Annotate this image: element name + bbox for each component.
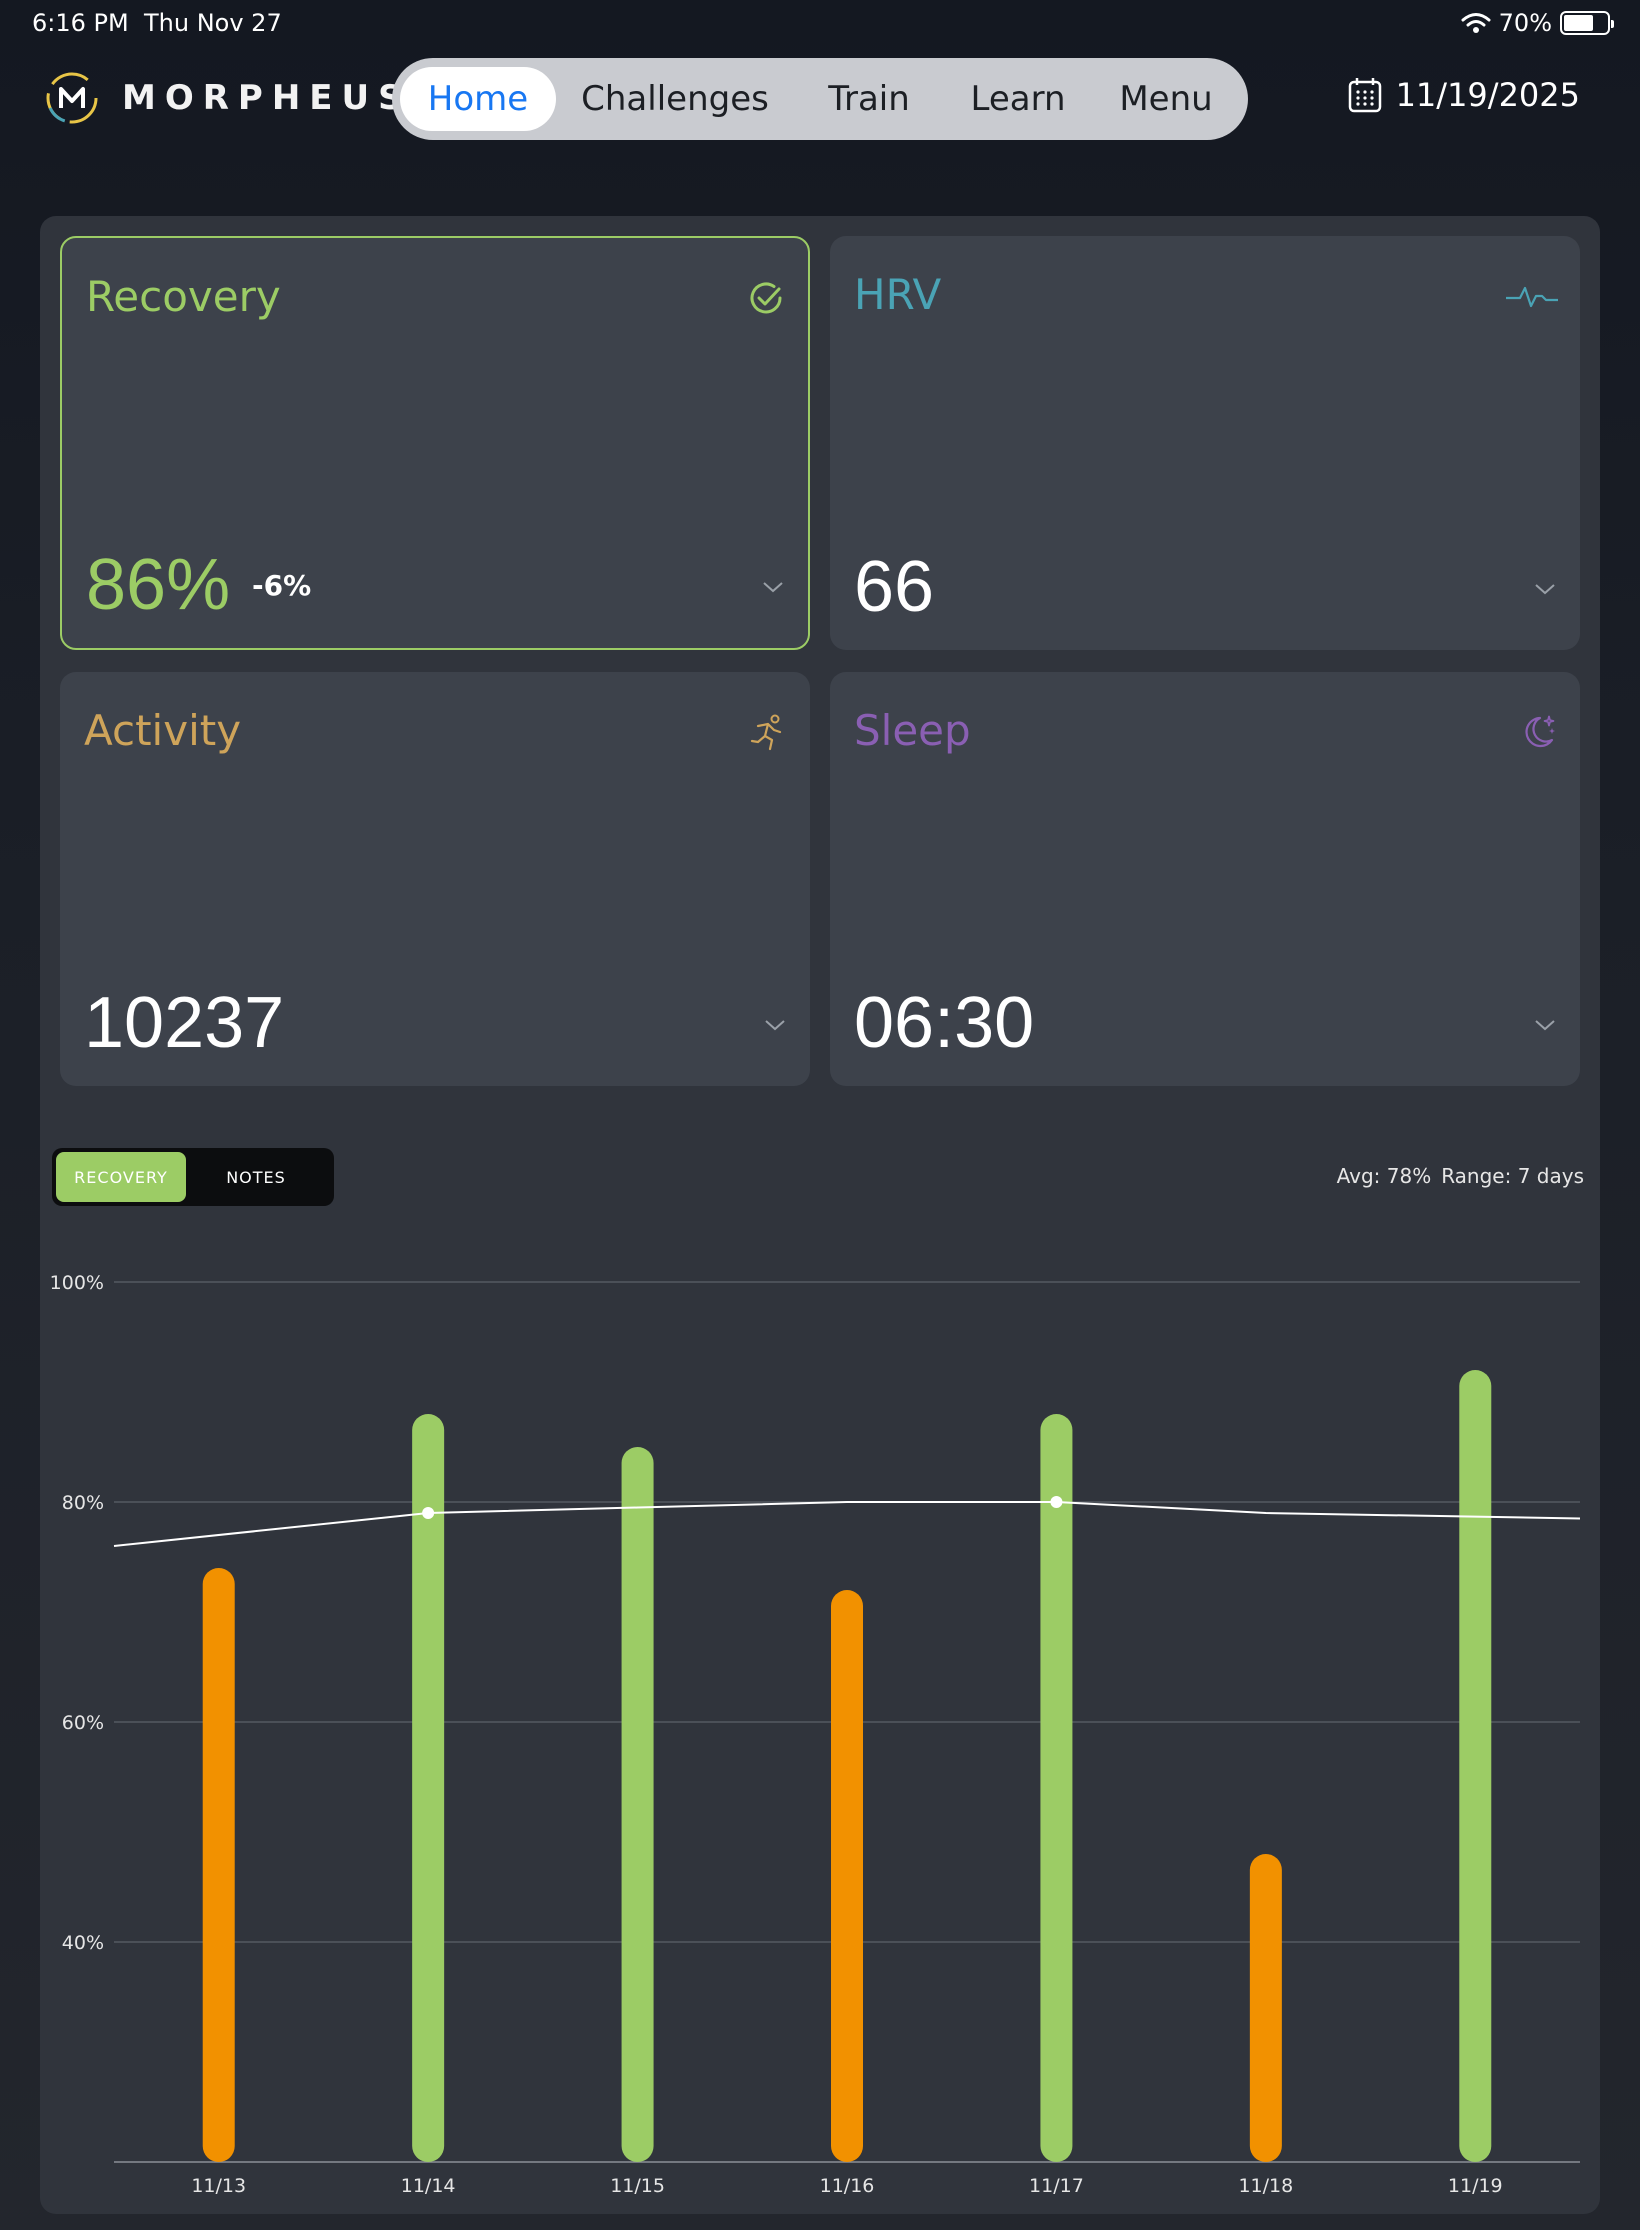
trend-point xyxy=(1050,1496,1063,1508)
moon-stars-icon xyxy=(1525,715,1555,748)
wifi-icon xyxy=(1461,13,1491,33)
x-tick-label: 11/19 xyxy=(1448,2175,1503,2197)
tab-train[interactable]: Train xyxy=(828,79,910,119)
hrv-title: HRV xyxy=(854,270,942,319)
sleep-card[interactable]: Sleep 06:30 xyxy=(830,672,1580,1086)
y-tick-label: 100% xyxy=(50,1272,104,1294)
sleep-value: 06:30 xyxy=(854,983,1035,1063)
bar-11-13 xyxy=(202,1568,235,2162)
chevron-down-icon[interactable] xyxy=(764,1018,786,1032)
recovery-chart: 100% 80% 60% 40% 11/13 11/14 11/15 11/16 11/17 11… xyxy=(50,1272,1581,2197)
chart-average: Avg: 78% xyxy=(1336,1164,1432,1188)
hrv-card[interactable]: HRV 66 xyxy=(830,236,1580,650)
y-tick-label: 40% xyxy=(62,1932,104,1954)
tab-home[interactable]: Home xyxy=(400,67,556,131)
chevron-down-icon[interactable] xyxy=(1534,1018,1556,1032)
dashboard-panel: Recovery 86% -6% HRV 66 Activity 10237 S… xyxy=(40,216,1600,2214)
trend-line xyxy=(113,1501,1581,1547)
status-indicators: 70% xyxy=(1461,9,1614,37)
y-tick-label: 60% xyxy=(62,1712,104,1734)
main-nav: Home Challenges Train Learn Menu xyxy=(392,58,1248,140)
chart-view-toggle: RECOVERY NOTES xyxy=(52,1148,334,1206)
bar-11-15 xyxy=(621,1447,654,2162)
trend-point xyxy=(422,1507,435,1519)
x-tick-label: 11/17 xyxy=(1029,2175,1084,2197)
sleep-title: Sleep xyxy=(854,706,971,755)
notes-tab[interactable]: NOTES xyxy=(226,1167,286,1187)
recovery-value: 86% xyxy=(86,545,231,625)
hrv-value: 66 xyxy=(854,547,935,627)
bar-11-16 xyxy=(831,1590,863,2162)
recovery-delta: -6% xyxy=(252,569,312,602)
morpheus-logo-icon xyxy=(46,72,98,124)
tab-challenges[interactable]: Challenges xyxy=(581,79,769,119)
heartbeat-icon xyxy=(1506,286,1558,308)
bar-11-14 xyxy=(412,1414,445,2162)
bar-11-17 xyxy=(1040,1414,1073,2162)
tab-menu[interactable]: Menu xyxy=(1119,79,1213,119)
chevron-down-icon[interactable] xyxy=(1534,582,1556,596)
x-tick-label: 11/14 xyxy=(401,2175,456,2197)
selected-date: 11/19/2025 xyxy=(1395,76,1580,114)
recovery-title: Recovery xyxy=(86,272,281,321)
status-time: 6:16 PM xyxy=(32,9,129,37)
check-circle-icon xyxy=(750,282,782,314)
date-picker[interactable]: 11/19/2025 xyxy=(1348,76,1580,114)
x-tick-label: 11/18 xyxy=(1238,2175,1293,2197)
bar-11-18 xyxy=(1249,1854,1282,2162)
recovery-tab[interactable]: RECOVERY xyxy=(56,1152,186,1202)
calendar-icon xyxy=(1348,78,1381,113)
activity-title: Activity xyxy=(84,706,242,755)
running-icon xyxy=(750,714,782,751)
activity-value: 10237 xyxy=(84,983,285,1063)
chevron-down-icon[interactable] xyxy=(762,580,784,594)
y-tick-label: 80% xyxy=(62,1492,104,1514)
brand-logo[interactable]: MORPHEUS xyxy=(44,70,412,126)
bar-11-19 xyxy=(1459,1370,1492,2162)
x-tick-label: 11/16 xyxy=(820,2175,875,2197)
chart-summary: Avg: 78% Range: 7 days xyxy=(1337,1164,1584,1188)
x-tick-label: 11/15 xyxy=(610,2175,665,2197)
activity-card[interactable]: Activity 10237 xyxy=(60,672,810,1086)
tab-learn[interactable]: Learn xyxy=(970,79,1066,119)
x-tick-label: 11/13 xyxy=(191,2175,246,2197)
chart-range: Range: 7 days xyxy=(1441,1164,1584,1188)
status-bar: 6:16 PM Thu Nov 27 70% xyxy=(0,0,1640,46)
battery-icon xyxy=(1560,11,1614,35)
recovery-card[interactable]: Recovery 86% -6% xyxy=(60,236,810,650)
battery-percent: 70% xyxy=(1498,9,1552,37)
brand-name: MORPHEUS xyxy=(122,78,412,118)
status-date: Thu Nov 27 xyxy=(144,9,282,37)
